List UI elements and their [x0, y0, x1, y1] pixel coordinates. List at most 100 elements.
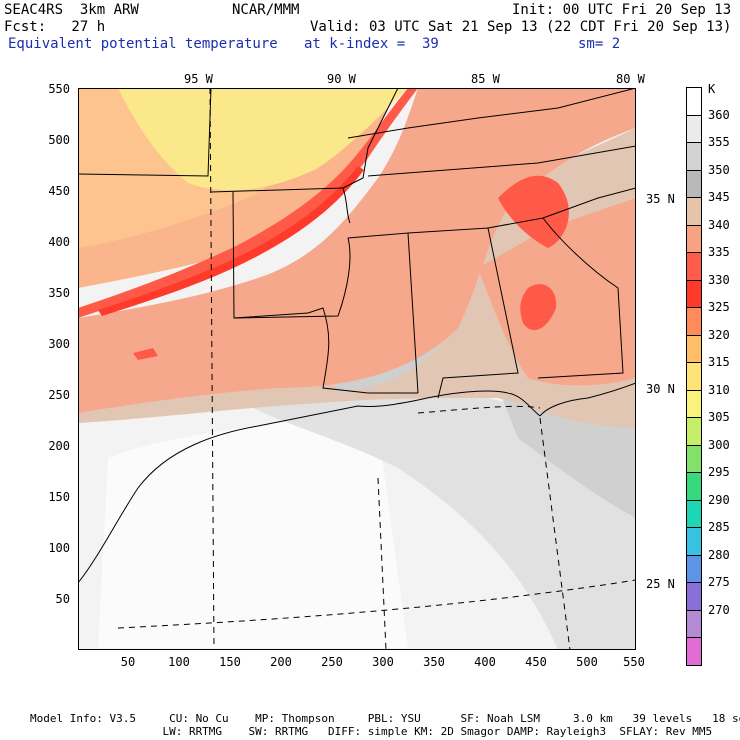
carolinas-border [542, 187, 636, 219]
colorbar-level-label: 345 [708, 190, 730, 204]
x-tick-label: 350 [423, 655, 445, 669]
south-salmon-east [478, 198, 636, 386]
y-tick-label: 450 [48, 184, 70, 198]
colorbar-cell [686, 609, 702, 638]
map-panel [78, 88, 636, 650]
x-tick-label: 150 [219, 655, 241, 669]
lon-label-90w: 90 W [327, 72, 356, 86]
y-tick-label: 50 [55, 592, 70, 606]
lat-label-30n: 30 N [646, 382, 675, 396]
colorbar-level-label: 310 [708, 382, 730, 397]
field-name: Equivalent potential temperature [8, 36, 278, 52]
ok-tx-border [210, 187, 351, 224]
y-tick-label: 250 [48, 388, 70, 402]
colorbar-cell [686, 334, 702, 363]
colorbar-level-label: 350 [708, 162, 730, 177]
colorbar-level-label: 360 [708, 107, 730, 122]
colorbar [686, 87, 702, 666]
x-tick-label: 550 [623, 655, 645, 669]
x-tick-label: 250 [321, 655, 343, 669]
gulf-gray-band [238, 389, 636, 650]
lon-line-85w [539, 417, 571, 650]
colorbar-cell [686, 307, 702, 336]
colorbar-cell [686, 472, 702, 501]
y-tick-label: 200 [48, 439, 70, 453]
forecast-hour: Fcst: 27 h [4, 19, 106, 35]
colorbar-level-label: 280 [708, 547, 730, 562]
init-time: Init: 00 UTC Fri 20 Sep 13 [512, 2, 732, 18]
colorbar-cell [686, 169, 702, 198]
colorbar-level-label: 295 [708, 465, 730, 479]
colorbar-cell [686, 197, 702, 226]
louisiana-border [307, 307, 418, 394]
lon-label-80w: 80 W [616, 72, 645, 86]
colorbar-level-label: 270 [708, 602, 730, 617]
colorbar-cell [686, 417, 702, 446]
tan-strip-fl [518, 378, 636, 428]
colorbar-cell [686, 554, 702, 583]
colorbar-level-label: 315 [708, 355, 730, 369]
colorbar-cell [686, 114, 702, 143]
colorbar-level-label: 275 [708, 575, 730, 589]
colorbar-level-label: 300 [708, 437, 730, 452]
colorbar-level-label: 355 [708, 135, 730, 149]
red-patch-tx [133, 348, 158, 360]
y-tick-label: 350 [48, 286, 70, 300]
gulf-light-patch [98, 418, 408, 648]
colorbar-level-label: 325 [708, 300, 730, 314]
colorbar-cell [686, 637, 702, 666]
colorbar-level-label: 305 [708, 410, 730, 424]
ar-la-border [233, 237, 351, 319]
florida-peninsula-coast [539, 382, 636, 417]
colorbar-cell [686, 527, 702, 556]
model-title: SEAC4RS 3km ARW [4, 2, 139, 18]
colorbar-cell [686, 252, 702, 281]
alabama-border [407, 227, 519, 399]
colorbar-level-label: 285 [708, 520, 730, 534]
colorbar-cell [686, 362, 702, 391]
y-tick-label: 500 [48, 133, 70, 147]
lat-line-30n [417, 405, 541, 414]
map-frame [78, 88, 636, 650]
colorbar-cell [686, 389, 702, 418]
valid-time: Valid: 03 UTC Sat 21 Sep 13 (22 CDT Fri … [310, 19, 732, 35]
lon-line-90w [377, 477, 387, 650]
lat-label-25n: 25 N [646, 577, 675, 591]
x-tick-label: 100 [168, 655, 190, 669]
lat-line-25n [117, 579, 636, 629]
colorbar-level-label: 290 [708, 492, 730, 507]
oklahoma-border [78, 88, 212, 177]
x-tick-label: 400 [474, 655, 496, 669]
model-info-line1: Model Info: V3.5 CU: No Cu MP: Thompson … [30, 712, 740, 725]
colorbar-level-label: 320 [708, 327, 730, 342]
smoothing-label: sm= 2 [578, 36, 621, 52]
colorbar-cell [686, 444, 702, 473]
level-label: at k-index = 39 [304, 36, 439, 52]
colorbar-level-label: 340 [708, 217, 730, 232]
y-tick-label: 150 [48, 490, 70, 504]
tennessee-border [367, 145, 636, 177]
x-tick-label: 450 [525, 655, 547, 669]
x-tick-label: 300 [372, 655, 394, 669]
colorbar-cell [686, 582, 702, 611]
gulf-coastline [78, 390, 541, 584]
lon-label-85w: 85 W [471, 72, 500, 86]
y-tick-label: 300 [48, 337, 70, 351]
political-boundaries [78, 88, 636, 584]
tan-band [78, 128, 636, 428]
institution-label: NCAR/MMM [232, 2, 300, 18]
y-tick-label: 100 [48, 541, 70, 555]
graticule [117, 88, 636, 650]
lat-label-35n: 35 N [646, 192, 675, 206]
colorbar-unit: K [708, 82, 716, 96]
colorbar-level-label: 335 [708, 245, 730, 259]
salmon-band [78, 88, 636, 413]
model-info-line2: LW: RRTMG SW: RRTMG DIFF: simple KM: 2D … [30, 725, 713, 738]
georgia-border [487, 217, 624, 379]
colorbar-cell [686, 279, 702, 308]
colorbar-cell [686, 224, 702, 253]
x-tick-label: 50 [120, 655, 136, 669]
x-tick-label: 500 [576, 655, 598, 669]
red-patch-east [498, 175, 569, 248]
arkansas-border [342, 88, 399, 189]
